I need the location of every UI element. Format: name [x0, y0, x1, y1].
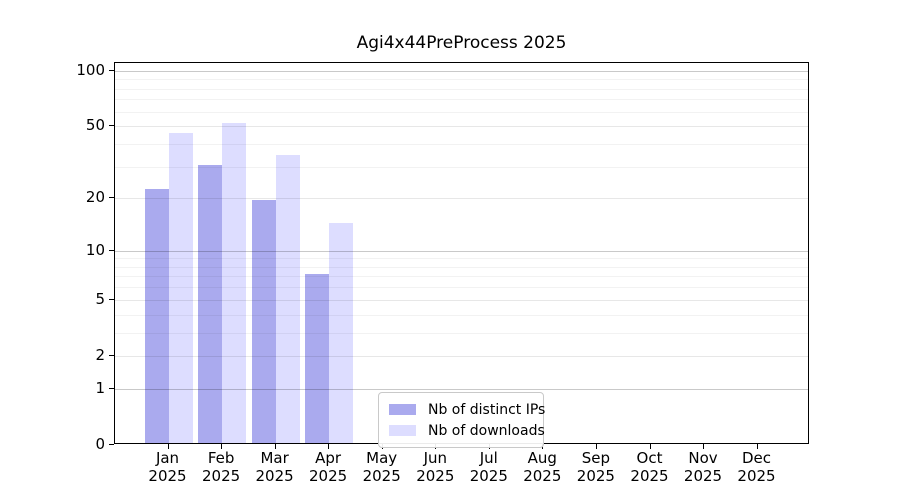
x-tick-label-dec: Dec 2025: [737, 449, 776, 485]
x-tick-mark: [221, 444, 223, 449]
x-tick-mark: [167, 444, 169, 449]
bar-distinct-ips-1: [198, 164, 223, 443]
legend-swatch-distinct-ips-icon: [389, 404, 416, 415]
y-tick-label: 2: [95, 345, 105, 364]
x-tick-label-apr: Apr 2025: [309, 449, 348, 485]
gridline-minor: [115, 166, 808, 168]
gridline: [115, 126, 808, 128]
gridline: [115, 388, 808, 390]
x-tick-label-jul: Jul 2025: [469, 449, 508, 485]
plot-area: [114, 62, 809, 444]
x-tick-mark: [756, 444, 758, 449]
legend-label-downloads: Nb of downloads: [428, 422, 545, 439]
x-tick-mark: [274, 444, 276, 449]
gridline: [115, 198, 808, 200]
legend-label-distinct-ips: Nb of distinct IPs: [428, 401, 546, 418]
y-tick-mark: [109, 249, 114, 251]
legend-item-downloads: Nb of downloads: [389, 420, 545, 441]
gridline-minor: [115, 79, 808, 81]
x-tick-label-feb: Feb 2025: [202, 449, 241, 485]
gridline-minor: [115, 258, 808, 260]
y-tick-mark: [109, 444, 114, 445]
gridline-minor: [115, 88, 808, 90]
legend-item-distinct-ips: Nb of distinct IPs: [389, 399, 545, 420]
chart-title: Agi4x44PreProcess 2025: [356, 33, 567, 53]
gridline-minor: [115, 99, 808, 101]
x-tick-label-oct: Oct 2025: [630, 449, 669, 485]
gridline: [115, 299, 808, 301]
y-tick-label: 5: [95, 289, 105, 308]
y-tick-mark: [109, 298, 114, 300]
x-tick-label-jan: Jan 2025: [148, 449, 187, 485]
x-tick-label-mar: Mar 2025: [255, 449, 294, 485]
x-tick-mark: [649, 444, 651, 449]
bar-downloads-2: [275, 154, 300, 443]
y-tick-mark: [109, 69, 114, 71]
x-tick-label-nov: Nov 2025: [683, 449, 723, 485]
legend-swatch-downloads-icon: [389, 425, 416, 436]
x-tick-label-sep: Sep 2025: [576, 449, 615, 485]
y-tick-label: 100: [76, 60, 105, 79]
y-tick-mark: [109, 197, 114, 199]
legend: Nb of distinct IPs Nb of downloads: [378, 392, 545, 448]
y-tick-label: 50: [85, 116, 105, 135]
x-tick-mark: [595, 444, 597, 449]
y-tick-label: 10: [85, 240, 105, 259]
bar-distinct-ips-3: [305, 274, 330, 443]
x-tick-label-jun: Jun 2025: [416, 449, 455, 485]
y-tick-label: 1: [95, 378, 105, 397]
gridline-minor: [115, 314, 808, 316]
y-tick-label: 20: [85, 188, 105, 207]
gridline-minor: [115, 332, 808, 334]
y-tick-mark: [109, 354, 114, 356]
bar-downloads-3: [329, 223, 354, 443]
y-tick-mark: [109, 125, 114, 127]
x-tick-label-may: May 2025: [362, 449, 401, 485]
gridline-minor: [115, 143, 808, 145]
bar-distinct-ips-2: [251, 200, 276, 443]
gridline: [115, 250, 808, 252]
x-tick-mark: [328, 444, 330, 449]
gridline-minor: [115, 111, 808, 113]
gridline-minor: [115, 287, 808, 289]
gridline-minor: [115, 266, 808, 268]
bar-distinct-ips-0: [144, 188, 169, 443]
x-tick-label-aug: Aug 2025: [523, 449, 562, 485]
bar-downloads-0: [168, 132, 193, 443]
gridline: [115, 70, 808, 72]
gridline: [115, 355, 808, 357]
x-tick-mark: [703, 444, 704, 449]
gridline-minor: [115, 276, 808, 278]
y-tick-label: 0: [95, 435, 105, 453]
y-tick-mark: [109, 387, 114, 389]
bar-downloads-1: [222, 122, 247, 443]
